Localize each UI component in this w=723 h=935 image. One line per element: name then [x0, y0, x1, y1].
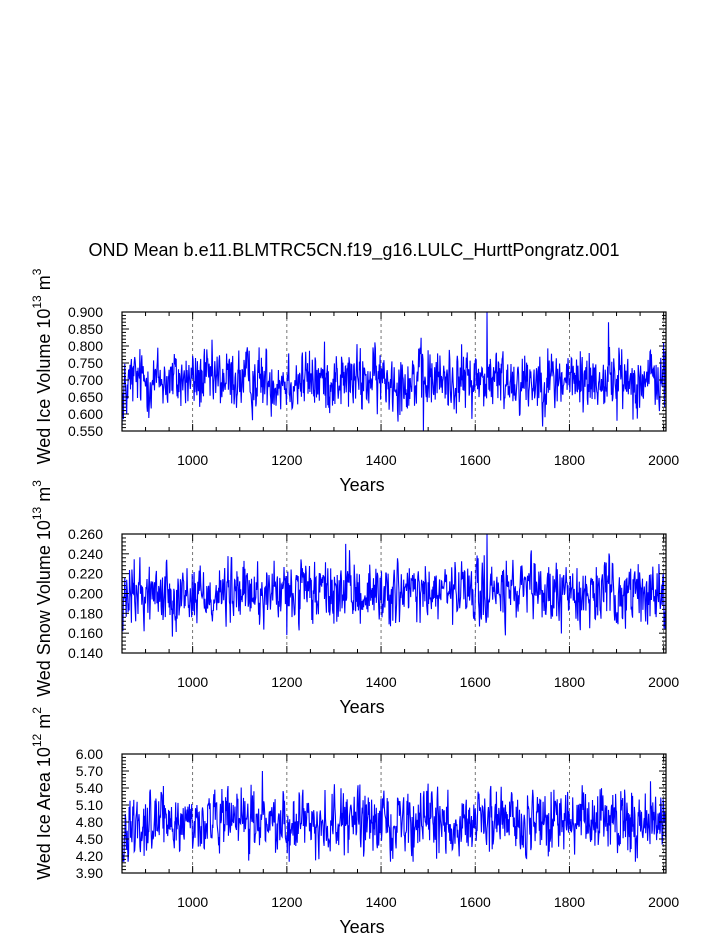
- chart-ice-area-series-line: [121, 770, 667, 862]
- chart-snow-volume-xtick-label: 1200: [271, 674, 302, 690]
- chart-ice-volume-xtick-label: 1400: [365, 452, 396, 468]
- chart-ice-area-ylabel: Wed Ice Area 1012 m2: [30, 707, 54, 880]
- chart-ice-volume-series-line: [121, 311, 667, 432]
- panel-snow-volume: 1000 1200 1400 1600 1800 2000 Years 0.140 0.160 0…: [30, 480, 679, 717]
- chart-ice-area-ytick-label: 5.10: [76, 797, 103, 813]
- chart-ice-volume-ytick-label: 0.650: [68, 389, 103, 405]
- ylabel-superscript: 2: [30, 707, 44, 714]
- ylabel-superscript: 3: [30, 480, 44, 487]
- chart-title: OND Mean b.e11.BLMTRC5CN.f19_g16.LULC_Hu…: [89, 240, 620, 261]
- ylabel-part: Wed Snow Volume 10: [34, 520, 54, 697]
- chart-ice-area-xtick-label: 1000: [177, 894, 208, 910]
- chart-snow-volume-xtick-label: 1400: [365, 674, 396, 690]
- chart-ice-volume-ytick-label: 0.550: [68, 423, 103, 439]
- chart-ice-volume-ylabel: Wed Ice Volume 1013 m3: [30, 268, 54, 464]
- chart-snow-volume-ytick-label: 0.200: [68, 586, 103, 602]
- chart-ice-volume-ytick-label: 0.700: [68, 372, 103, 388]
- ylabel-part: m: [34, 487, 54, 507]
- chart-ice-volume-xtick-label: 1800: [554, 452, 585, 468]
- chart-snow-volume-ytick-label: 0.240: [68, 546, 103, 562]
- chart-ice-volume-ytick-label: 0.750: [68, 355, 103, 371]
- chart-ice-area-xtick-label: 1200: [271, 894, 302, 910]
- ylabel-part: m: [34, 714, 54, 734]
- chart-ice-area-xlabel: Years: [339, 917, 384, 935]
- chart-snow-volume-xlabel: Years: [339, 697, 384, 717]
- chart-ice-volume-ytick-label: 0.900: [68, 304, 103, 320]
- ylabel-superscript: 13: [30, 506, 44, 520]
- chart-snow-volume-series-line: [121, 533, 667, 637]
- panel-ice-area: 1000 1200 1400 1600 1800 2000 Years 3.904.204.5…: [30, 707, 679, 935]
- chart-ice-volume-ytick-label: 0.600: [68, 406, 103, 422]
- chart-snow-volume-ytick-label: 0.160: [68, 625, 103, 641]
- ylabel-part: m: [34, 275, 54, 295]
- chart-ice-area-ytick-label: 5.40: [76, 780, 103, 796]
- chart-snow-volume-ytick-label: 0.180: [68, 605, 103, 621]
- chart-snow-volume-ylabel: Wed Snow Volume 1013 m3: [30, 480, 54, 697]
- chart-ice-volume-ytick-label: 0.800: [68, 338, 103, 354]
- chart-snow-volume-xtick-label: 1800: [554, 674, 585, 690]
- chart-snow-volume-xtick-label: 1000: [177, 674, 208, 690]
- chart-ice-volume-ytick-label: 0.850: [68, 321, 103, 337]
- ylabel-part: Wed Ice Volume 10: [34, 309, 54, 465]
- chart-ice-area-xtick-label: 1600: [460, 894, 491, 910]
- chart-ice-area-ytick-label: 3.90: [76, 865, 103, 881]
- ylabel-superscript: 13: [30, 295, 44, 309]
- chart-ice-volume-frame: [121, 311, 667, 432]
- chart-ice-area-ytick-label: 6.00: [76, 746, 103, 762]
- chart-ice-volume-xtick-label: 1600: [460, 452, 491, 468]
- chart-snow-volume-ytick-label: 0.220: [68, 566, 103, 582]
- ylabel-superscript: 12: [30, 733, 44, 747]
- chart-ice-volume-xtick-label: 1200: [271, 452, 302, 468]
- chart-ice-area-frame: [121, 753, 667, 874]
- chart-ice-area-ytick-label: 4.20: [76, 848, 103, 864]
- chart-snow-volume-xtick-label: 2000: [648, 674, 679, 690]
- chart-ice-area-ytick-label: 4.50: [76, 831, 103, 847]
- chart-snow-volume-ytick-label: 0.140: [68, 645, 103, 661]
- chart-ice-area-xtick-label: 1800: [554, 894, 585, 910]
- chart-snow-volume-ytick-label: 0.260: [68, 526, 103, 542]
- panel-ice-volume: 1000 1200 1400 1600 1800 2000Years0.5500.6000…: [30, 268, 679, 495]
- ylabel-part: Wed Ice Area 10: [34, 747, 54, 880]
- chart-ice-volume-xtick-label: 1000: [177, 452, 208, 468]
- ylabel-superscript: 3: [30, 268, 44, 275]
- chart-ice-area-xtick-label: 1400: [365, 894, 396, 910]
- chart-ice-volume-xtick-label: 2000: [648, 452, 679, 468]
- chart-ice-area-ytick-label: 5.70: [76, 763, 103, 779]
- chart-ice-area-ytick-label: 4.80: [76, 814, 103, 830]
- chart-snow-volume-xtick-label: 1600: [460, 674, 491, 690]
- chart-ice-volume-xlabel: Years: [339, 475, 384, 495]
- chart-ice-area-xtick-label: 2000: [648, 894, 679, 910]
